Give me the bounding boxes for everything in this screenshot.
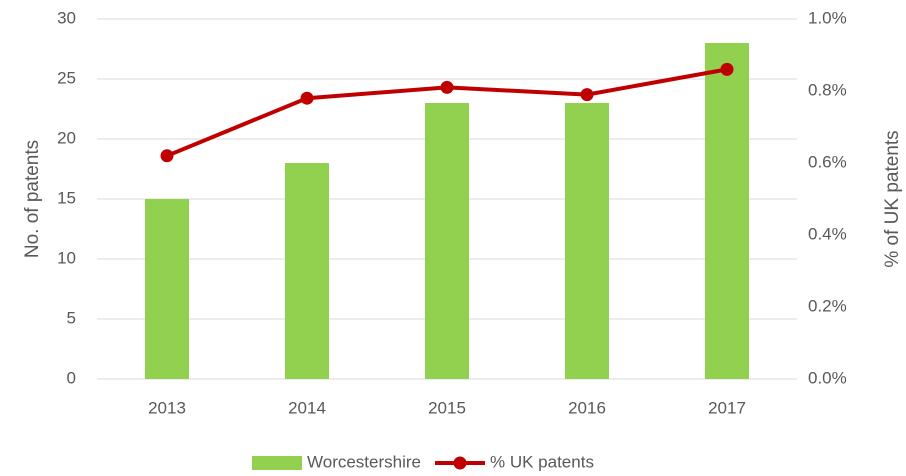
bar <box>145 199 189 379</box>
line-marker <box>580 88 594 102</box>
bar <box>705 43 749 379</box>
line-marker <box>300 91 314 105</box>
x-tick-label: 2013 <box>148 398 186 417</box>
bar <box>565 103 609 379</box>
y2-tick-label: 0.8% <box>808 80 847 99</box>
y-axis-title: No. of patents <box>22 140 43 258</box>
y-tick-label: 15 <box>57 188 76 207</box>
bar <box>425 103 469 379</box>
y-tick-label: 30 <box>57 8 76 27</box>
x-tick-label: 2016 <box>568 398 606 417</box>
legend-marker <box>453 456 467 470</box>
x-tick-label: 2014 <box>288 398 326 417</box>
y-tick-label: 20 <box>57 128 76 147</box>
line-marker <box>440 80 454 94</box>
y2-tick-label: 0.6% <box>808 152 847 171</box>
x-tick-label: 2017 <box>708 398 746 417</box>
legend-swatch <box>252 456 302 470</box>
line-marker <box>160 149 174 163</box>
bar <box>285 163 329 379</box>
line-marker <box>720 62 734 76</box>
y2-tick-label: 0.2% <box>808 296 847 315</box>
y2-tick-label: 0.4% <box>808 224 847 243</box>
y2-axis-title: % of UK patents <box>882 130 903 267</box>
y-tick-label: 10 <box>57 248 76 267</box>
x-tick-label: 2015 <box>428 398 466 417</box>
y-tick-label: 25 <box>57 68 76 87</box>
y-tick-label: 0 <box>67 368 76 387</box>
y2-tick-label: 1.0% <box>808 8 847 27</box>
legend-label: Worcestershire <box>307 452 421 471</box>
legend-label: % UK patents <box>490 452 594 471</box>
y2-tick-label: 0.0% <box>808 368 847 387</box>
y-tick-label: 5 <box>67 308 76 327</box>
